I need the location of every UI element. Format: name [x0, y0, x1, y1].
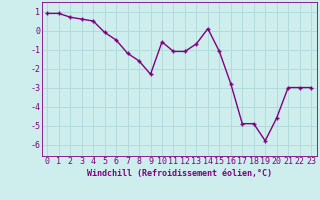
X-axis label: Windchill (Refroidissement éolien,°C): Windchill (Refroidissement éolien,°C) — [87, 169, 272, 178]
